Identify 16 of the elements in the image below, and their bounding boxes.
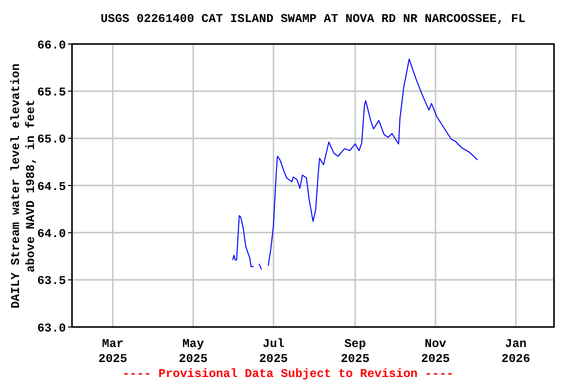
y-tick-label: 64.5 — [37, 180, 66, 194]
y-tick-label: 65.0 — [37, 132, 66, 147]
x-tick-label: Mar 2025 — [98, 337, 128, 366]
y-tick-label: 64.0 — [37, 226, 66, 241]
y-tick-label: 65.5 — [37, 85, 66, 100]
x-tick-label: Jan 2026 — [501, 337, 530, 366]
x-tick-label: Jul 2025 — [259, 337, 288, 366]
chart-title: USGS 02261400 CAT ISLAND SWAMP AT NOVA RD NR NARCOOSSEE, FL — [100, 12, 526, 26]
y-axis-title: DAILY Stream water level elevation above NAVD 1988, in feet — [9, 63, 38, 308]
x-tick-label: Nov 2025 — [421, 337, 450, 366]
y-tick-label: 63.0 — [37, 321, 66, 336]
y-tick-label: 66.0 — [37, 38, 66, 52]
x-tick-label: May 2025 — [178, 337, 208, 366]
x-tick-label: Sep 2025 — [340, 337, 370, 366]
text: ---- Provisional Data Subject to Revision ---- — [121, 367, 455, 381]
y-tick-label: 63.5 — [37, 274, 66, 288]
